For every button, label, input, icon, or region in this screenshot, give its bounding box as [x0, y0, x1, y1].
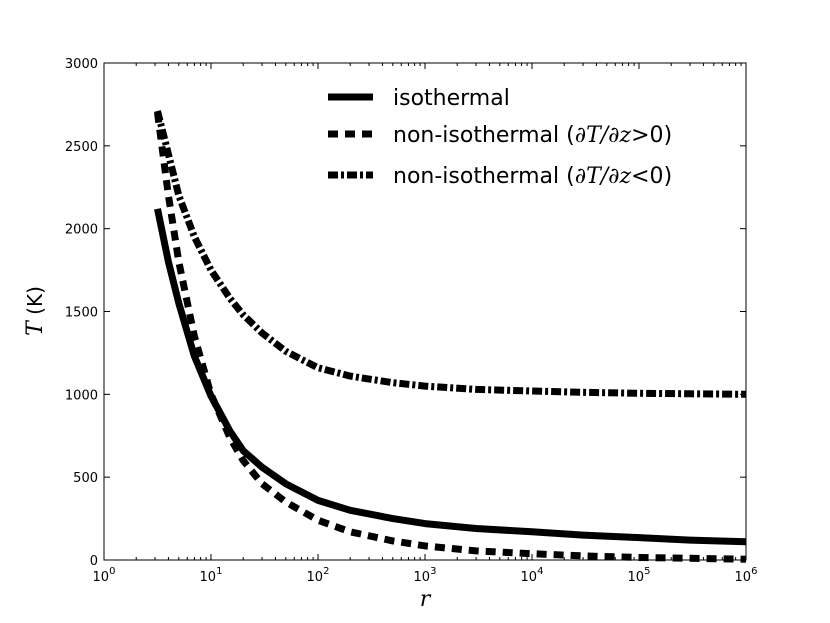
- legend: isothermal non-isothermal (∂T/∂z>0) non-…: [328, 86, 672, 189]
- legend-label-dashdot-math: ∂T/∂z: [575, 164, 632, 189]
- x-tick-label-exponent: 0: [109, 566, 115, 577]
- y-tick-label-3: 1500: [65, 306, 98, 321]
- x-axis-label: r: [420, 587, 432, 612]
- x-tick-label-4: 104: [521, 566, 544, 585]
- x-tick-label-base: 10: [628, 570, 645, 585]
- legend-label-dashdot-op: <0: [631, 164, 663, 189]
- legend-label-dashed-math: ∂T/∂z: [575, 123, 632, 148]
- x-tick-label-exponent: 2: [323, 566, 329, 577]
- x-tick-label-0: 100: [93, 566, 116, 585]
- series-line-1: [154, 112, 747, 563]
- legend-label-dashdot-prefix: non-isothermal (: [393, 164, 575, 189]
- series-line-2: [154, 110, 747, 398]
- x-tick-label-exponent: 3: [430, 566, 436, 577]
- x-tick-label-3: 103: [414, 566, 437, 585]
- legend-label-dashed: non-isothermal (∂T/∂z>0): [393, 123, 672, 148]
- ticks-layer: 100 101 102 103 104 105 1060500100015002000250…: [65, 57, 758, 585]
- legend-label-dashed-suffix: ): [664, 123, 673, 148]
- y-axis-unit: (K): [23, 286, 47, 321]
- y-axis-symbol: T: [23, 319, 48, 336]
- y-tick-label-6: 3000: [65, 57, 98, 72]
- x-tick-label-exponent: 6: [751, 566, 757, 577]
- y-tick-label-0: 0: [90, 554, 98, 569]
- legend-label-dashdot-suffix: ): [664, 164, 673, 189]
- x-tick-label-base: 10: [414, 570, 431, 585]
- y-tick-label-2: 1000: [65, 388, 98, 403]
- y-tick-label-5: 2500: [65, 140, 98, 155]
- series-line-0: [154, 208, 747, 546]
- x-tick-label-1: 101: [200, 566, 223, 585]
- legend-label-dashed-prefix: non-isothermal (: [393, 123, 575, 148]
- series-layer: [154, 110, 747, 563]
- x-tick-label-exponent: 1: [216, 566, 222, 577]
- x-tick-label-base: 10: [93, 570, 110, 585]
- x-tick-label-base: 10: [521, 570, 538, 585]
- x-tick-label-6: 106: [735, 566, 758, 585]
- x-tick-label-5: 105: [628, 566, 651, 585]
- y-tick-label-1: 500: [73, 471, 98, 486]
- y-axis-label: T (K): [23, 286, 48, 336]
- x-tick-label-exponent: 4: [537, 566, 543, 577]
- x-tick-label-base: 10: [200, 570, 217, 585]
- legend-label-dashed-op: >0: [631, 123, 663, 148]
- x-tick-label-base: 10: [735, 570, 752, 585]
- legend-label-dashdot: non-isothermal (∂T/∂z<0): [393, 164, 672, 189]
- x-tick-label-base: 10: [307, 570, 324, 585]
- legend-label-isothermal: isothermal: [393, 86, 510, 111]
- x-tick-label-2: 102: [307, 566, 330, 585]
- y-tick-label-4: 2000: [65, 223, 98, 238]
- x-tick-label-exponent: 5: [644, 566, 650, 577]
